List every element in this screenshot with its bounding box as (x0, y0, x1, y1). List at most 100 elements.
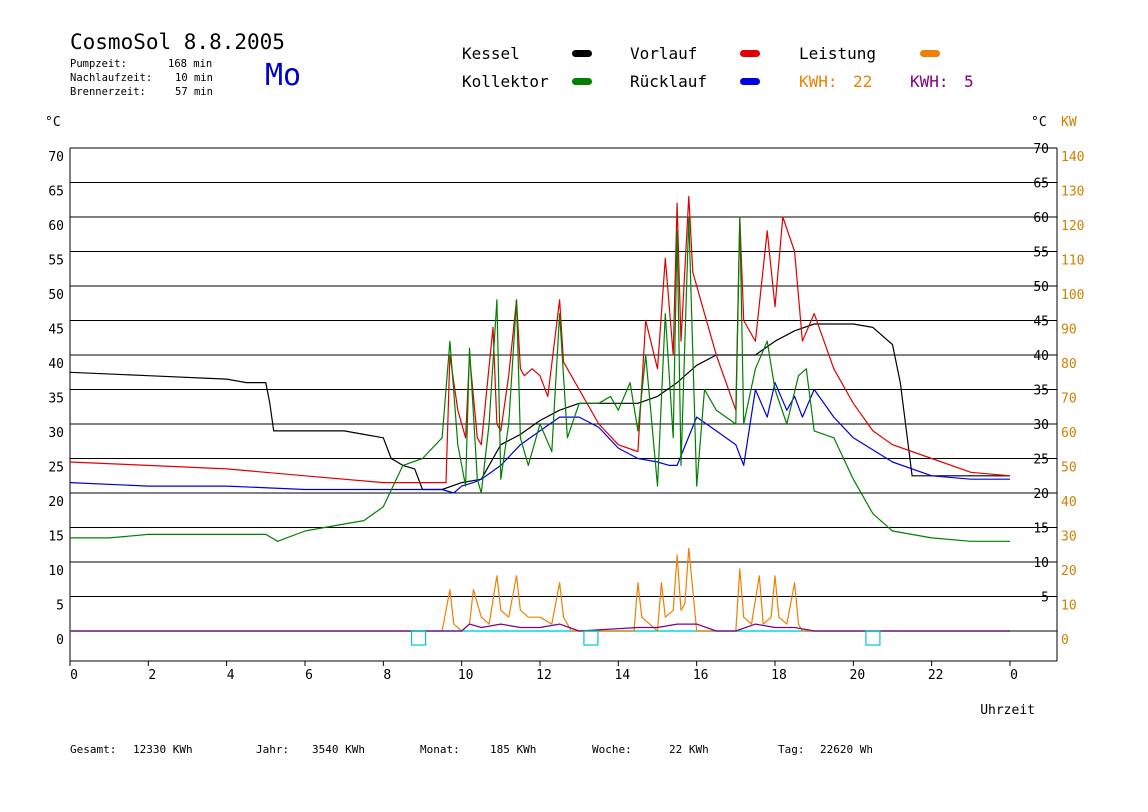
y-tick-label-left: 70 (48, 150, 64, 165)
footer-gesamt-label: Gesamt: (70, 743, 117, 756)
footer-jahr-value: 3540 KWh (312, 743, 365, 756)
footer-jahr-label: Jahr: (256, 743, 290, 756)
x-axis-label: Uhrzeit (980, 703, 1035, 718)
legend-kwh2-value: 5 (964, 72, 974, 91)
x-tick-label: 22 (928, 668, 944, 683)
series-line-kwh (70, 623, 1010, 632)
y-tick-label-left: 25 (48, 461, 64, 476)
legend-kwh1-value: 22 (853, 72, 873, 91)
pumpzeit-value: 168 min (168, 58, 213, 70)
y-tick-label-left: 55 (48, 254, 64, 269)
series-line-vorlauf (69, 195, 1011, 484)
x-tick-label: 18 (771, 668, 787, 683)
legend-leistung-swatch (920, 50, 940, 57)
y-tick-label-right: 5 (1041, 591, 1049, 606)
x-tick-label: 2 (148, 668, 156, 683)
footer-gesamt-value: 12330 KWh (133, 743, 193, 756)
legend-ruecklauf-label: Rücklauf (630, 72, 708, 91)
y-tick-label-left: 45 (48, 323, 64, 338)
y-axis-label-left: °C (45, 115, 61, 130)
footer-monat-label: Monat: (420, 743, 460, 756)
x-tick-label: 12 (536, 668, 552, 683)
y-tick-label-power: 50 (1061, 461, 1077, 476)
y-tick-label-power: 110 (1061, 254, 1084, 269)
y-tick-label-left: 15 (48, 530, 64, 545)
y-tick-label-power: 140 (1061, 150, 1084, 165)
legend-kessel-swatch (572, 50, 592, 57)
legend-kwh1-label: KWH: (799, 72, 838, 91)
y-tick-label-left: 40 (48, 357, 64, 372)
x-tick-label: 0 (70, 668, 78, 683)
y-tick-label-right: 65 (1033, 177, 1049, 192)
day-name: Mo (265, 58, 302, 93)
footer-woche-value: 22 KWh (669, 743, 709, 756)
x-tick-label: 20 (850, 668, 866, 683)
x-tick-label: 0 (1010, 668, 1018, 683)
legend-vorlauf-swatch (740, 50, 760, 57)
brennerzeit-value: 57 min (175, 86, 213, 98)
y-tick-label-left: 35 (48, 392, 64, 407)
y-axis-label-power: KW (1061, 115, 1077, 130)
y-tick-label-power: 80 (1061, 357, 1077, 372)
y-tick-label-left: 5 (56, 599, 64, 614)
y-tick-label-right: 50 (1033, 280, 1049, 295)
y-tick-label-left: 20 (48, 495, 64, 510)
y-tick-label-right: 40 (1033, 349, 1049, 364)
y-tick-label-power: 20 (1061, 564, 1077, 579)
y-tick-label-right: 15 (1033, 522, 1049, 537)
y-tick-label-right: 45 (1033, 315, 1049, 330)
nachlaufzeit-label: Nachlaufzeit: (70, 72, 153, 84)
page-title: CosmoSol 8.8.2005 (70, 30, 285, 54)
y-tick-label-left: 10 (48, 564, 64, 579)
marker-square (583, 630, 599, 646)
y-tick-label-power: 10 (1061, 599, 1077, 614)
legend-ruecklauf-swatch (740, 78, 760, 85)
x-tick-label: 16 (693, 668, 709, 683)
y-tick-label-power: 30 (1061, 530, 1077, 545)
footer-monat-value: 185 KWh (490, 743, 537, 756)
y-tick-label-left: 50 (48, 288, 64, 303)
y-tick-label-right: 60 (1033, 211, 1049, 226)
legend-kollektor-swatch (572, 78, 592, 85)
y-tick-label-left: 60 (48, 219, 64, 234)
marker-square (865, 630, 881, 646)
legend-vorlauf-label: Vorlauf (630, 44, 698, 63)
nachlaufzeit-value: 10 min (175, 72, 213, 84)
y-tick-label-left: 65 (48, 185, 64, 200)
series-line-kessel (69, 323, 1010, 491)
x-tick-label: 6 (305, 668, 313, 683)
footer-tag-value: 22620 Wh (820, 743, 873, 756)
y-tick-label-right: 55 (1033, 246, 1049, 261)
y-tick-label-right: 30 (1033, 418, 1049, 433)
y-tick-label-power: 0 (1061, 633, 1069, 648)
footer-woche-label: Woche: (592, 743, 632, 756)
y-tick-label-left: 0 (56, 633, 64, 648)
y-tick-label-power: 60 (1061, 426, 1077, 441)
y-tick-label-right: 35 (1033, 384, 1049, 399)
y-axis-label-right: °C (1031, 115, 1047, 130)
series-line-rcklauf (69, 382, 1010, 494)
x-tick-label: 8 (383, 668, 391, 683)
legend-leistung-label: Leistung (799, 44, 877, 63)
y-tick-label-power: 70 (1061, 392, 1077, 407)
y-tick-label-right: 20 (1033, 487, 1049, 502)
brennerzeit-label: Brennerzeit: (70, 86, 146, 98)
y-tick-label-right: 25 (1033, 453, 1049, 468)
y-tick-label-power: 90 (1061, 323, 1077, 338)
y-tick-label-right: 70 (1033, 142, 1049, 157)
footer-tag-label: Tag: (778, 743, 805, 756)
y-tick-label-right: 10 (1033, 556, 1049, 571)
series-line-kollektor (70, 216, 1010, 542)
legend-kessel-label: Kessel (462, 44, 520, 63)
y-tick-label-power: 100 (1061, 288, 1084, 303)
legend-kwh2-label: KWH: (910, 72, 949, 91)
x-tick-label: 4 (227, 668, 235, 683)
y-tick-label-power: 120 (1061, 219, 1084, 234)
pumpzeit-label: Pumpzeit: (70, 58, 127, 70)
y-tick-label-power: 40 (1061, 495, 1077, 510)
marker-square (410, 630, 427, 646)
y-tick-label-left: 30 (48, 426, 64, 441)
x-tick-label: 14 (615, 668, 631, 683)
x-tick-label: 10 (458, 668, 474, 683)
